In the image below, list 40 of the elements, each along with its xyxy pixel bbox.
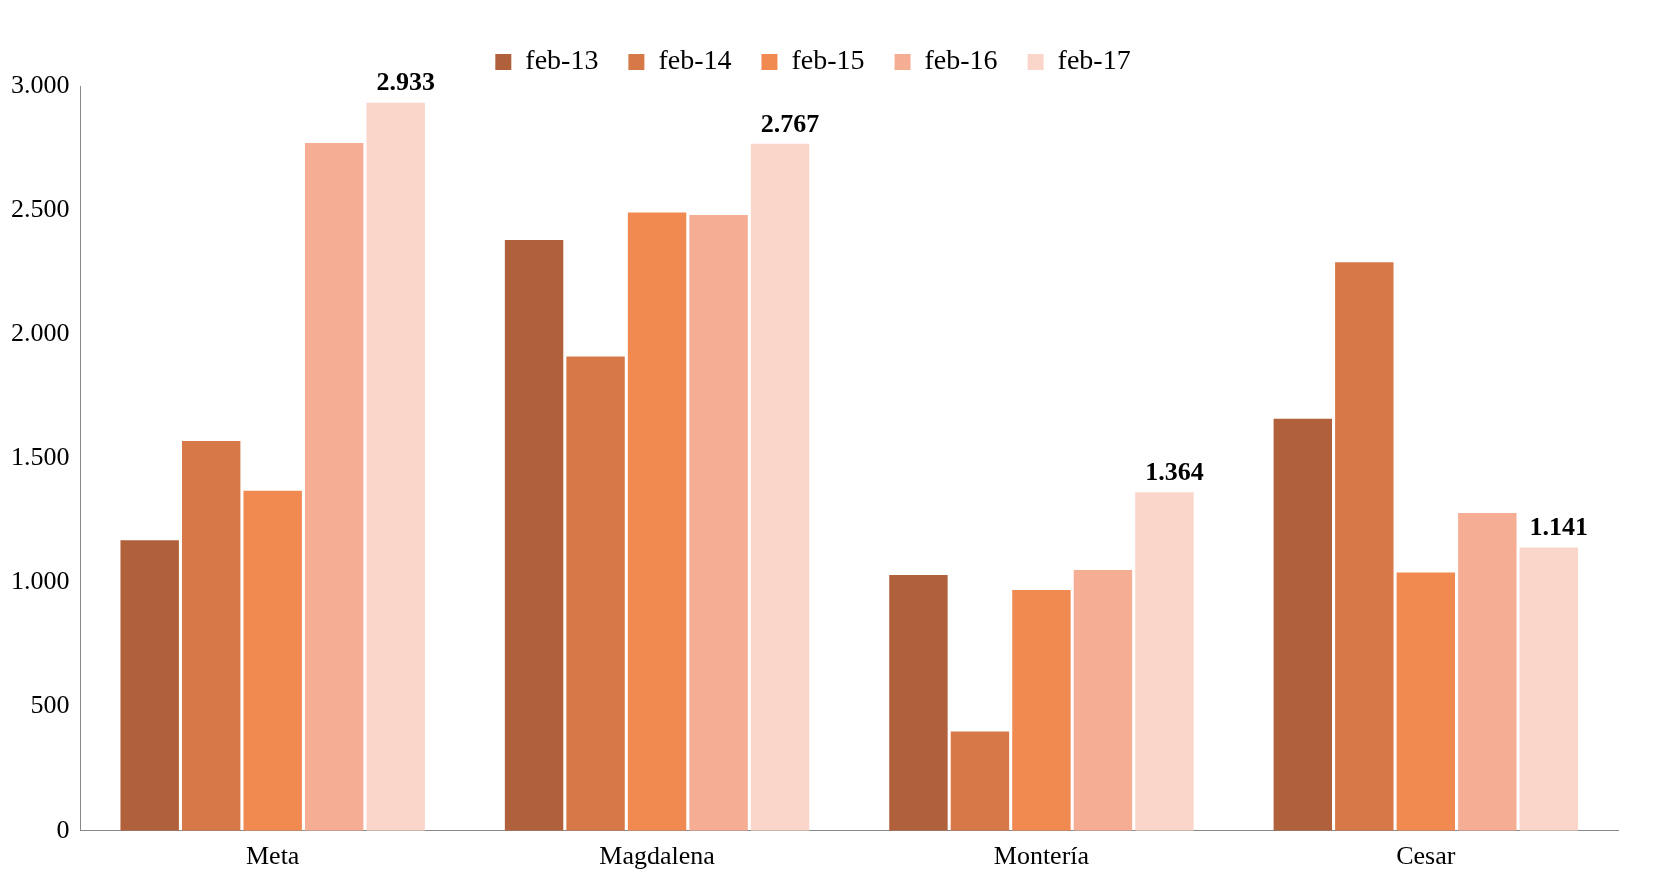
- data-label: 1.141: [1529, 512, 1589, 542]
- x-tick-label: Montería: [993, 841, 1090, 871]
- x-tick-label: Magdalena: [599, 841, 716, 871]
- legend-label: feb-14: [658, 44, 732, 76]
- legend-label: feb-13: [525, 44, 599, 76]
- bar: [1396, 572, 1456, 831]
- y-tick-label: 0: [56, 814, 70, 844]
- bar: [1519, 547, 1579, 831]
- bar: [750, 143, 810, 831]
- y-tick-label: 3.000: [11, 69, 70, 99]
- data-label: 1.364: [1145, 456, 1204, 486]
- bar: [120, 540, 179, 831]
- y-tick-label: 2.500: [11, 193, 70, 223]
- bar: [1273, 418, 1333, 831]
- legend-label: feb-17: [1057, 44, 1131, 76]
- bar: [304, 143, 364, 831]
- bar: [1335, 262, 1394, 831]
- y-tick-label: 2.000: [11, 318, 70, 348]
- legend-label: feb-16: [924, 44, 998, 76]
- bar: [627, 212, 687, 831]
- x-tick-label: Cesar: [1396, 841, 1456, 871]
- bar: [689, 215, 748, 831]
- bar: [889, 575, 948, 831]
- bar: [566, 356, 625, 831]
- x-tick-label: Meta: [245, 841, 300, 871]
- bar: [181, 441, 241, 831]
- bar: [1073, 570, 1133, 831]
- bar: [1458, 513, 1517, 831]
- bar: [1135, 492, 1194, 831]
- data-label: 2.933: [376, 67, 435, 97]
- bar: [950, 731, 1010, 831]
- bar: [366, 102, 425, 831]
- y-tick-label: 1.000: [11, 566, 70, 596]
- data-label: 2.767: [760, 108, 820, 138]
- bar: [504, 239, 564, 831]
- legend-label: feb-15: [791, 44, 865, 76]
- y-tick-label: 1.500: [11, 442, 70, 472]
- bar: [1012, 589, 1071, 831]
- y-tick-label: 500: [30, 690, 70, 720]
- bar: [243, 490, 302, 831]
